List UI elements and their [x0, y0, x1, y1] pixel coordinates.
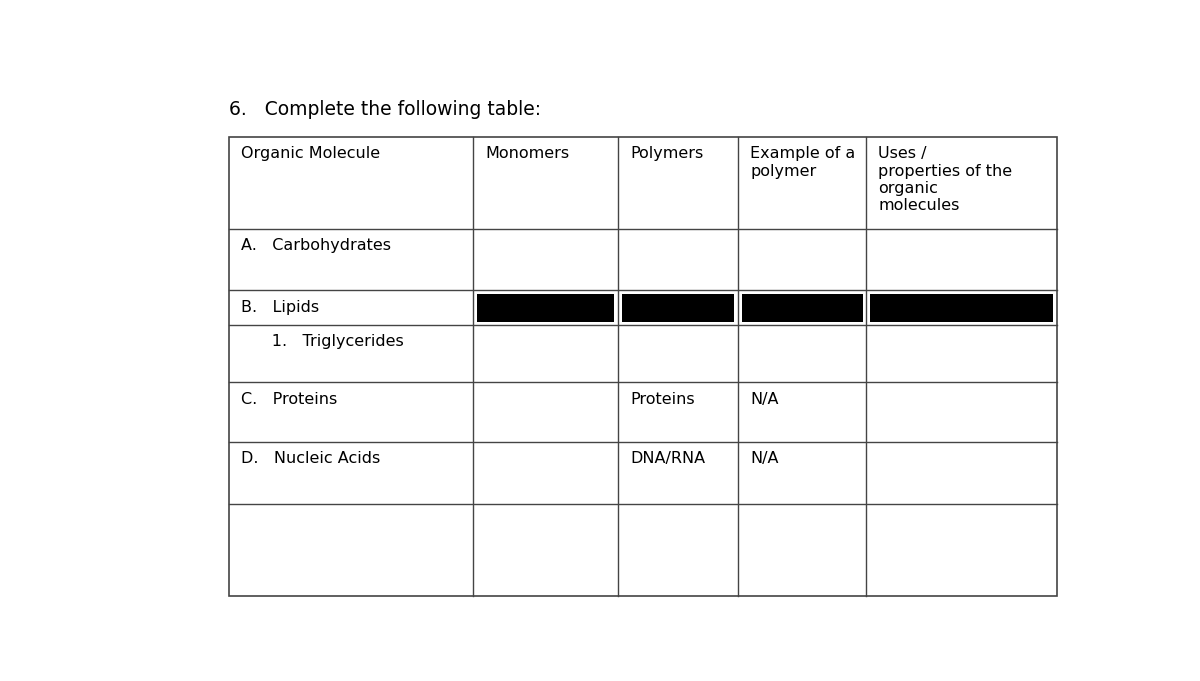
Bar	[622, 294, 734, 321]
Text: DNA/RNA: DNA/RNA	[630, 452, 706, 466]
Text: N/A: N/A	[750, 392, 779, 407]
Text: C.   Proteins: C. Proteins	[241, 392, 337, 407]
Bar	[476, 294, 614, 321]
Bar	[229, 137, 1057, 596]
Text: 1.   Triglycerides: 1. Triglycerides	[241, 334, 404, 349]
Text: B.   Lipids: B. Lipids	[241, 300, 319, 315]
Text: N/A: N/A	[750, 452, 779, 466]
Text: Example of a
polymer: Example of a polymer	[750, 146, 856, 178]
Text: 6.   Complete the following table:: 6. Complete the following table:	[229, 100, 541, 119]
Bar	[870, 294, 1054, 321]
Text: Uses /
properties of the
organic
molecules: Uses / properties of the organic molecul…	[878, 146, 1013, 213]
Text: Organic Molecule: Organic Molecule	[241, 146, 380, 161]
Text: A.   Carbohydrates: A. Carbohydrates	[241, 238, 391, 253]
Bar	[742, 294, 863, 321]
Text: Monomers: Monomers	[485, 146, 570, 161]
Text: D.   Nucleic Acids: D. Nucleic Acids	[241, 452, 380, 466]
Text: Polymers: Polymers	[630, 146, 703, 161]
Text: Proteins: Proteins	[630, 392, 695, 407]
